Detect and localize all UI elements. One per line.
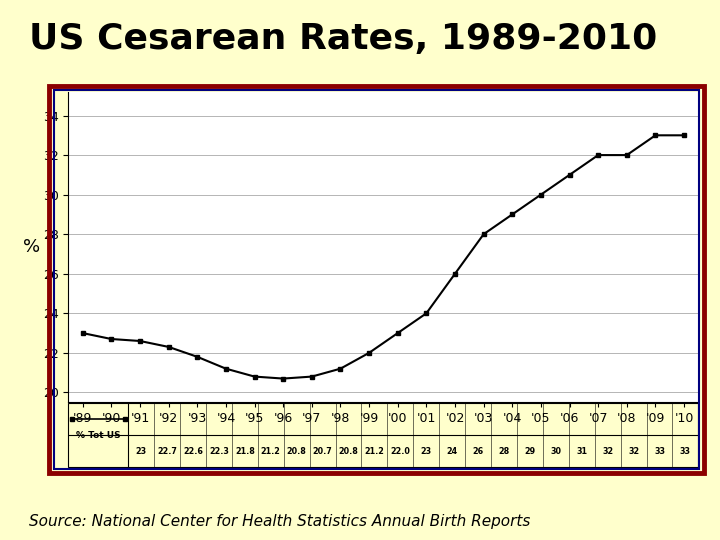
Text: 23: 23: [135, 447, 147, 456]
Text: 21.8: 21.8: [235, 447, 255, 456]
Text: 26: 26: [472, 447, 484, 456]
Text: 21.2: 21.2: [364, 447, 384, 456]
Text: 20.7: 20.7: [312, 447, 333, 456]
Text: 28: 28: [498, 447, 510, 456]
Text: Source: National Center for Health Statistics Annual Birth Reports: Source: National Center for Health Stati…: [29, 514, 530, 529]
Text: 29: 29: [524, 447, 536, 456]
Text: 22.6: 22.6: [183, 447, 203, 456]
Text: 32: 32: [602, 447, 613, 456]
Text: 33: 33: [654, 447, 665, 456]
Text: 20.8: 20.8: [287, 447, 307, 456]
Text: 33: 33: [680, 447, 691, 456]
Text: 22.3: 22.3: [209, 447, 229, 456]
Text: 24: 24: [446, 447, 458, 456]
Text: US Cesarean Rates, 1989-2010: US Cesarean Rates, 1989-2010: [29, 22, 657, 56]
Text: 22.0: 22.0: [390, 447, 410, 456]
Text: 30: 30: [550, 447, 562, 456]
Text: 20.8: 20.8: [338, 447, 359, 456]
Text: 21.2: 21.2: [261, 447, 281, 456]
Text: 32: 32: [628, 447, 639, 456]
Text: % Tot US: % Tot US: [76, 431, 121, 440]
Text: 23: 23: [420, 447, 432, 456]
Text: 31: 31: [576, 447, 588, 456]
Y-axis label: %: %: [23, 238, 40, 256]
Text: 22.7: 22.7: [157, 447, 177, 456]
